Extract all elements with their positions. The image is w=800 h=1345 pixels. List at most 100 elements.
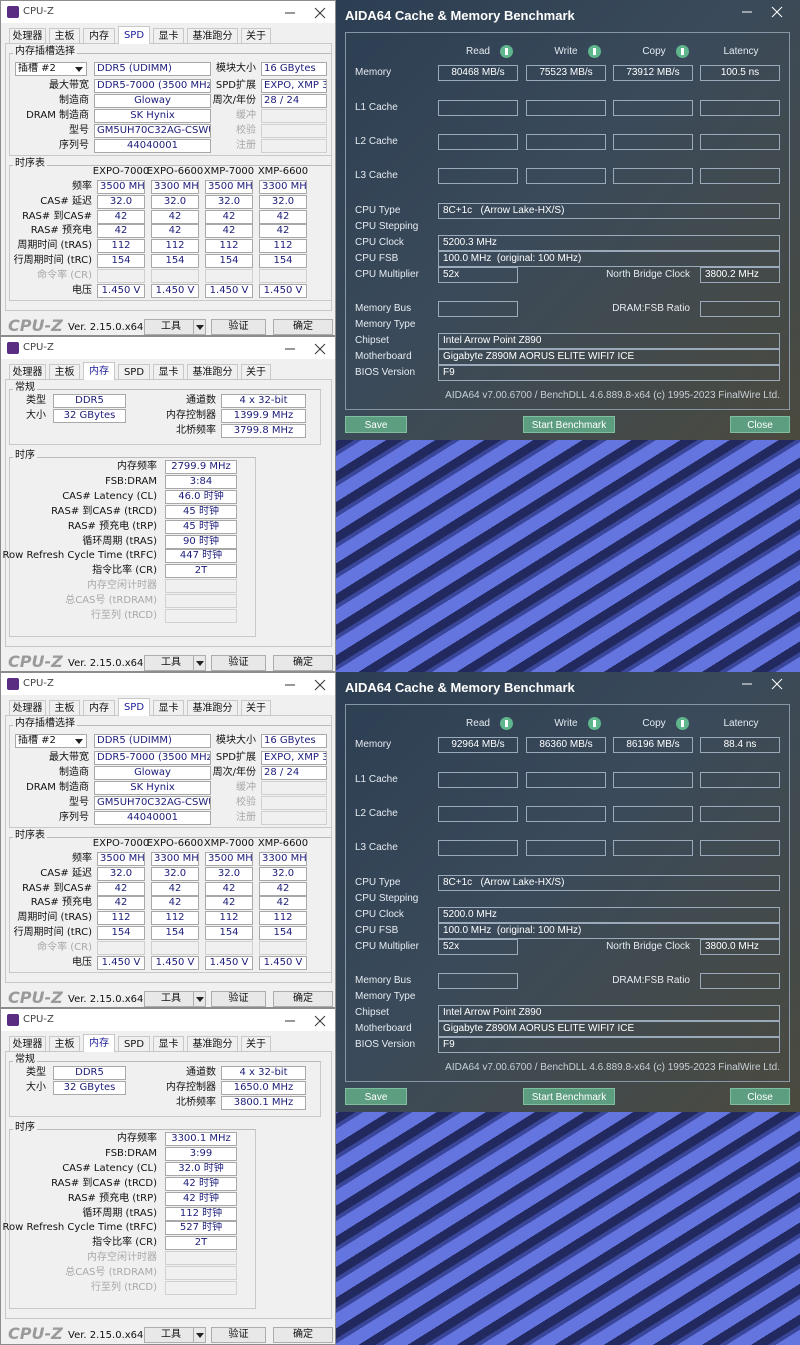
- window-controls[interactable]: [740, 677, 790, 691]
- row-label: CPU Stepping: [355, 221, 419, 232]
- tab[interactable]: 内存: [83, 28, 115, 43]
- tab[interactable]: SPD: [118, 698, 150, 716]
- field-label: 周次/年份: [212, 767, 256, 778]
- info-icon[interactable]: [588, 45, 601, 58]
- timing-value: 42: [97, 896, 145, 911]
- footer-text: AIDA64 v7.00.6700 / BenchDLL 4.6.889.8-x…: [445, 390, 780, 401]
- tab[interactable]: 处理器: [9, 700, 46, 715]
- field-label: 注册: [236, 140, 256, 151]
- timing-label: 内存频率: [117, 461, 157, 472]
- bench-value-empty: [526, 806, 606, 822]
- bench-value-empty: [438, 772, 518, 788]
- cpuz-window: CPU-Z 处理器 主板 内存 SPD 显卡 基准跑分 关于 内存插槽选择 插槽 #2 DDR5 (…: [0, 672, 336, 1008]
- button[interactable]: 验证: [211, 1327, 266, 1343]
- window-controls[interactable]: [283, 342, 333, 356]
- timing-label: RAS# 到CAS#: [22, 882, 92, 894]
- info-icon[interactable]: [500, 717, 513, 730]
- button[interactable]: 验证: [211, 991, 266, 1007]
- window-controls[interactable]: [283, 678, 333, 692]
- button[interactable]: 验证: [211, 655, 266, 671]
- window-title: AIDA64 Cache & Memory Benchmark: [345, 8, 575, 23]
- tab[interactable]: 基准跑分: [187, 28, 238, 43]
- timing-value: 1.450 V: [97, 283, 145, 298]
- button[interactable]: Close: [730, 1088, 790, 1105]
- tab[interactable]: SPD: [118, 26, 150, 44]
- timing-value: 112: [97, 911, 145, 926]
- button[interactable]: 工具: [144, 319, 206, 335]
- tab[interactable]: 关于: [241, 364, 271, 379]
- window-controls[interactable]: [283, 1014, 333, 1028]
- info-icon[interactable]: [676, 45, 689, 58]
- tab[interactable]: SPD: [118, 1036, 150, 1051]
- button[interactable]: Start Benchmark: [523, 1088, 615, 1105]
- bench-value-empty: [438, 134, 518, 150]
- field-value-empty: [261, 781, 327, 795]
- tab[interactable]: 内存: [83, 1034, 115, 1052]
- tab[interactable]: 基准跑分: [187, 700, 238, 715]
- timing-label: 命令率 (CR): [37, 269, 92, 281]
- timing-value: 32.0: [205, 194, 253, 209]
- timing-value: 1.450 V: [259, 283, 307, 298]
- timing-label: CAS# 延迟: [40, 867, 92, 879]
- info-icon[interactable]: [500, 45, 513, 58]
- version: Ver. 2.15.0.x64: [68, 994, 144, 1005]
- tab[interactable]: 处理器: [9, 28, 46, 43]
- button[interactable]: 验证: [211, 319, 266, 335]
- tab[interactable]: 显卡: [153, 700, 184, 715]
- tab[interactable]: 主板: [49, 1036, 80, 1051]
- tab[interactable]: 基准跑分: [187, 364, 238, 379]
- button[interactable]: Start Benchmark: [523, 416, 615, 433]
- info-value: 52x: [438, 267, 518, 283]
- slot-select[interactable]: 插槽 #2: [15, 734, 87, 748]
- group-title: 时序表: [13, 157, 47, 171]
- timing-value: 42: [151, 209, 199, 224]
- tab[interactable]: 基准跑分: [187, 1036, 238, 1051]
- tab[interactable]: 显卡: [153, 1036, 184, 1051]
- button[interactable]: 确定: [273, 1327, 333, 1343]
- tab[interactable]: 处理器: [9, 364, 46, 379]
- button[interactable]: 工具: [144, 655, 206, 671]
- button[interactable]: 工具: [144, 991, 206, 1007]
- tab[interactable]: 主板: [49, 364, 80, 379]
- tab[interactable]: 关于: [241, 28, 271, 43]
- tab[interactable]: 显卡: [153, 28, 184, 43]
- timing-value: 42: [97, 209, 145, 224]
- row-label: Chipset: [355, 1007, 389, 1018]
- button[interactable]: 确定: [273, 655, 333, 671]
- tab[interactable]: 关于: [241, 700, 271, 715]
- dropdown-arrow: [196, 997, 204, 1002]
- timing-value-empty: [97, 268, 145, 283]
- timing-value: 3300.1 MHz: [165, 1132, 237, 1146]
- button[interactable]: Save: [345, 416, 407, 433]
- bench-value-empty: [700, 772, 780, 788]
- tab[interactable]: 内存: [83, 700, 115, 715]
- button[interactable]: Save: [345, 1088, 407, 1105]
- column-header: XMP-7000: [203, 838, 255, 849]
- group-box: [9, 389, 321, 445]
- tab[interactable]: 显卡: [153, 364, 184, 379]
- field-value: SK Hynix: [94, 781, 211, 795]
- button[interactable]: 确定: [273, 319, 333, 335]
- timing-label: 电压: [72, 956, 92, 968]
- button[interactable]: 确定: [273, 991, 333, 1007]
- window-controls[interactable]: [283, 6, 333, 20]
- window-controls[interactable]: [740, 5, 790, 19]
- button[interactable]: 工具: [144, 1327, 206, 1343]
- info-icon[interactable]: [676, 717, 689, 730]
- timing-label: RAS# 到CAS# (tRCD): [51, 1177, 157, 1189]
- tab[interactable]: 内存: [83, 362, 115, 380]
- tab[interactable]: SPD: [118, 364, 150, 379]
- tab[interactable]: 主板: [49, 700, 80, 715]
- tab[interactable]: 关于: [241, 1036, 271, 1051]
- tab[interactable]: 主板: [49, 28, 80, 43]
- field-value-empty: [261, 109, 327, 123]
- button[interactable]: Close: [730, 416, 790, 433]
- timing-label: 内存空闲计时器: [87, 580, 157, 592]
- info-icon[interactable]: [588, 717, 601, 730]
- cpuz-window: CPU-Z 处理器 主板 内存 SPD 显卡 基准跑分 关于 常规 类型 DDR5 大小 32 GByt…: [0, 336, 336, 672]
- timing-value: 1.450 V: [259, 955, 307, 970]
- tab[interactable]: 处理器: [9, 1036, 46, 1051]
- aida-window: AIDA64 Cache & Memory Benchmark Read Write…: [336, 0, 800, 440]
- slot-select[interactable]: 插槽 #2: [15, 62, 87, 76]
- timing-value-empty: [165, 609, 237, 623]
